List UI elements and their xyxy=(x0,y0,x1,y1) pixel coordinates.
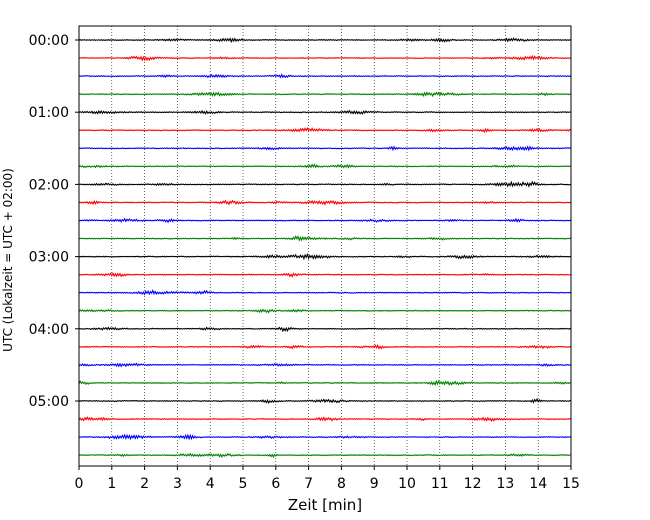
x-tick-label: 13 xyxy=(496,476,514,492)
x-tick-label: 9 xyxy=(370,476,379,492)
x-tick-label: 6 xyxy=(271,476,280,492)
x-tick-label: 0 xyxy=(75,476,84,492)
trace-0545 xyxy=(78,452,572,459)
x-tick-label: 10 xyxy=(398,476,416,492)
y-tick-label: 05:00 xyxy=(29,394,69,410)
trace-0045 xyxy=(78,91,572,98)
x-tick-label: 2 xyxy=(140,476,149,492)
trace-0430 xyxy=(78,362,572,368)
trace-0315 xyxy=(78,271,572,278)
y-tick-label: 01:00 xyxy=(29,105,69,121)
trace-0015 xyxy=(78,54,572,62)
trace-0115 xyxy=(78,127,572,134)
y-axis-label: UTC (Lokalzeit = UTC + 02:00) xyxy=(1,168,15,352)
trace-0245 xyxy=(78,235,572,242)
x-tick-label: 1 xyxy=(107,476,116,492)
trace-0345 xyxy=(78,308,572,314)
trace-0400 xyxy=(78,326,572,333)
trace-0415 xyxy=(78,343,572,350)
trace-0445 xyxy=(78,379,572,387)
x-tick-label: 11 xyxy=(431,476,449,492)
trace-0330 xyxy=(78,289,572,296)
trace-0530 xyxy=(78,433,572,441)
seismic-traces xyxy=(78,37,572,459)
x-tick-label: 3 xyxy=(173,476,182,492)
x-tick-label: 14 xyxy=(529,476,547,492)
y-tick-label: 00:00 xyxy=(29,33,69,49)
y-tick-label: 02:00 xyxy=(29,177,69,193)
x-tick-label: 4 xyxy=(206,476,215,492)
y-tick-label: 03:00 xyxy=(29,250,69,266)
y-axis-ticks: 00:00 01:00 02:00 03:00 04:00 05:00 xyxy=(29,33,79,410)
x-tick-label: 7 xyxy=(304,476,313,492)
vertical-grid-lines xyxy=(111,26,539,466)
plot-frame xyxy=(78,25,572,467)
x-tick-label: 12 xyxy=(464,476,482,492)
x-axis-ticks: 0 1 2 3 4 5 6 7 8 9 10 11 12 13 14 15 xyxy=(75,466,580,492)
trace-0200 xyxy=(78,180,572,188)
trace-0500 xyxy=(78,397,572,405)
x-tick-label: 5 xyxy=(239,476,248,492)
trace-0145 xyxy=(78,163,572,169)
x-axis-label: Zeit [min] xyxy=(288,496,362,514)
x-tick-label: 8 xyxy=(337,476,346,492)
trace-0300 xyxy=(78,252,572,261)
trace-0030 xyxy=(78,73,572,79)
trace-0000 xyxy=(78,37,572,44)
trace-0130 xyxy=(78,145,572,152)
x-tick-label: 15 xyxy=(562,476,580,492)
trace-0215 xyxy=(78,199,572,206)
trace-0230 xyxy=(78,217,572,224)
y-tick-label: 04:00 xyxy=(29,322,69,338)
trace-0515 xyxy=(78,416,572,423)
trace-0100 xyxy=(78,109,572,115)
